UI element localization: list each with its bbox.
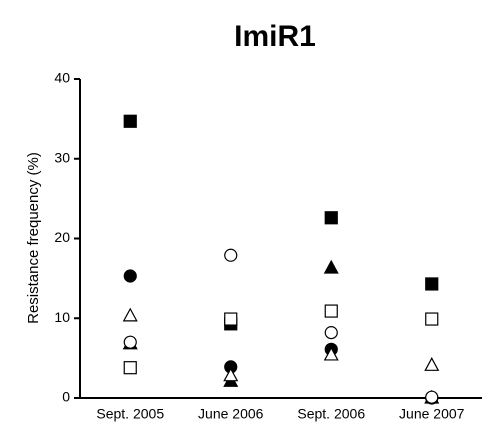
marker: [224, 312, 238, 326]
y-tick-label: 20: [54, 229, 70, 245]
y-tick-label: 40: [54, 70, 70, 86]
marker: [425, 277, 439, 291]
marker: [123, 361, 137, 375]
marker: [123, 335, 137, 349]
x-tick-label: Sept. 2006: [297, 406, 365, 422]
x-tick-label: June 2006: [198, 406, 264, 422]
marker: [123, 114, 137, 128]
marker: [424, 357, 440, 371]
x-tick-label: June 2007: [399, 406, 465, 422]
marker: [123, 269, 137, 283]
marker: [223, 367, 239, 382]
marker: [323, 259, 339, 274]
marker: [324, 211, 338, 225]
marker: [425, 312, 439, 326]
marker: [323, 346, 339, 361]
y-tick-label: 0: [62, 389, 70, 405]
marker: [324, 326, 338, 340]
y-tick-label: 10: [54, 309, 70, 325]
chart-title: ImiR1: [234, 20, 316, 53]
y-tick-label: 30: [54, 149, 70, 165]
marker: [324, 304, 338, 318]
marker: [122, 307, 138, 322]
marker: [425, 390, 439, 404]
x-tick-label: Sept. 2005: [96, 406, 164, 422]
y-axis-label: Resistance frequency (%): [25, 152, 42, 324]
marker: [224, 248, 238, 262]
